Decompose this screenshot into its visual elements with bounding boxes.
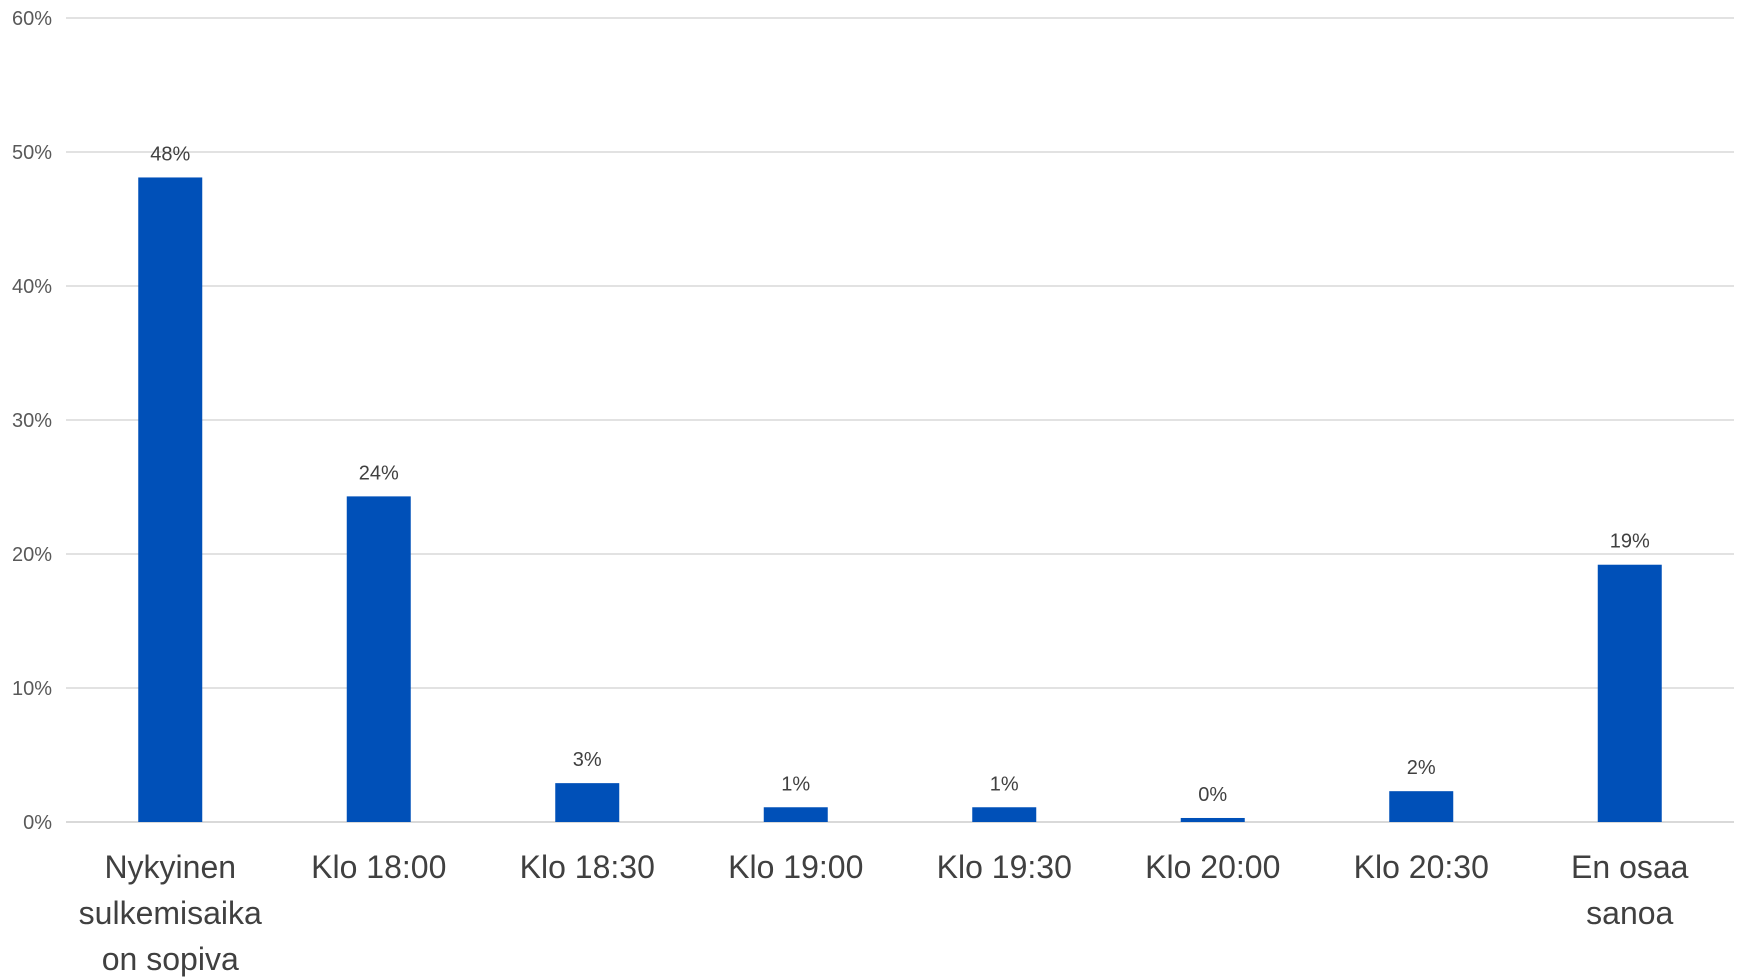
gridlines xyxy=(66,17,1734,823)
category-label: sulkemisaika xyxy=(79,895,262,931)
bar xyxy=(763,807,828,822)
bar xyxy=(1597,564,1662,822)
category-label: Klo 19:00 xyxy=(728,849,863,885)
category-label: Klo 20:00 xyxy=(1145,849,1280,885)
category-label: Klo 18:30 xyxy=(520,849,655,885)
bar xyxy=(555,783,620,822)
y-tick-label: 0% xyxy=(23,812,52,834)
category-label: En osaa xyxy=(1571,849,1689,885)
data-label: 0% xyxy=(1198,784,1227,806)
y-tick-label: 30% xyxy=(12,410,52,432)
data-label: 19% xyxy=(1610,531,1650,553)
data-label: 48% xyxy=(150,143,190,165)
category-label: Klo 18:00 xyxy=(311,849,446,885)
y-axis-tick-labels: 0% 10% 20% 30% 40% 50% 60% xyxy=(12,8,52,834)
category-label: Klo 20:30 xyxy=(1354,849,1489,885)
bars xyxy=(138,177,1662,822)
data-label: 1% xyxy=(990,773,1019,795)
y-tick-label: 40% xyxy=(12,276,52,298)
category-label: on sopiva xyxy=(102,941,239,977)
data-label: 1% xyxy=(781,773,810,795)
bar xyxy=(138,177,203,822)
bar xyxy=(346,496,411,822)
category-label: sanoa xyxy=(1586,895,1673,931)
y-tick-label: 50% xyxy=(12,142,52,164)
y-tick-label: 60% xyxy=(12,8,52,30)
bar xyxy=(972,807,1037,822)
y-tick-label: 10% xyxy=(12,678,52,700)
category-label: Klo 19:30 xyxy=(937,849,1072,885)
data-label: 2% xyxy=(1407,757,1436,779)
y-tick-label: 20% xyxy=(12,544,52,566)
bar xyxy=(1389,791,1454,822)
data-labels: 48% 24% 3% 1% 1% 0% 2% 19% xyxy=(150,143,1650,806)
x-axis-category-labels: Nykyinen sulkemisaika on sopiva Klo 18:00 Kl… xyxy=(79,849,1689,977)
bar xyxy=(1180,817,1245,822)
data-label: 3% xyxy=(573,749,602,771)
data-label: 24% xyxy=(359,462,399,484)
category-label: Nykyinen xyxy=(104,849,236,885)
